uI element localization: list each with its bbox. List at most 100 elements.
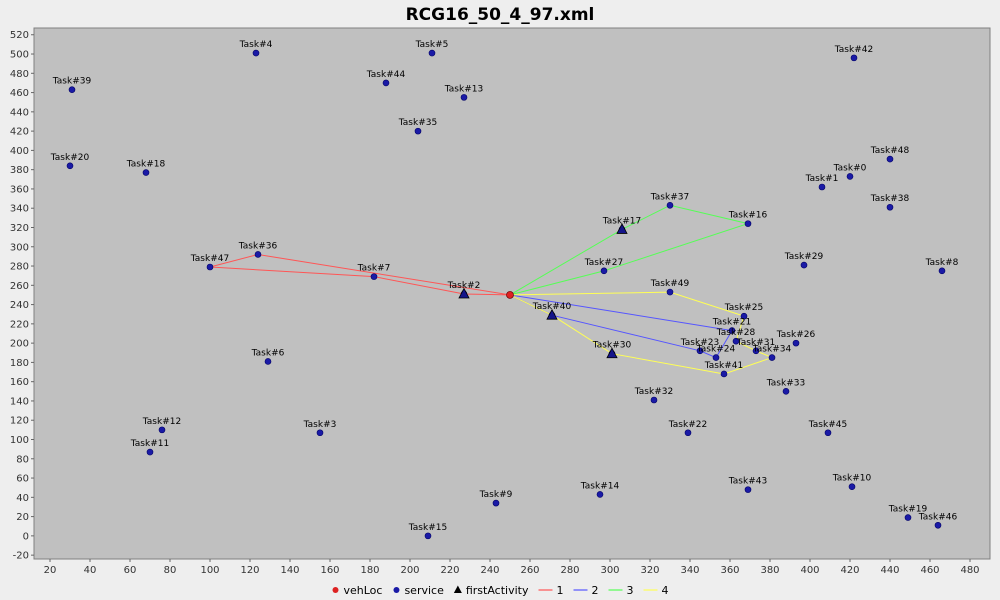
- task-label: Task#49: [650, 279, 690, 289]
- task-label: Task#39: [52, 77, 92, 87]
- task-label: Task#11: [130, 439, 169, 449]
- service-point: [740, 312, 748, 320]
- service-point: [650, 396, 658, 404]
- x-tick-label: 200: [400, 565, 419, 576]
- x-tick-label: 340: [680, 565, 699, 576]
- legend-marker-firstActivity: [453, 585, 462, 593]
- task-label: Task#17: [602, 216, 641, 226]
- service-point: [596, 491, 604, 498]
- service-point: [666, 288, 674, 296]
- service-point: [264, 358, 272, 365]
- task-label: Task#22: [668, 420, 707, 430]
- task-label: Task#32: [634, 387, 673, 397]
- task-label: Task#13: [444, 84, 483, 94]
- x-tick-label: 480: [960, 565, 979, 576]
- service-point: [744, 486, 752, 493]
- service-point: [886, 155, 894, 163]
- y-tick-label: 160: [10, 377, 29, 388]
- task-label: Task#3: [303, 420, 337, 430]
- service-point: [848, 483, 856, 491]
- service-point: [68, 86, 76, 93]
- service-point: [424, 532, 432, 540]
- x-tick-label: 380: [760, 565, 779, 576]
- task-label: Task#10: [832, 474, 872, 484]
- chart-title: RCG16_50_4_97.xml: [406, 5, 595, 25]
- y-tick-label: 80: [16, 454, 29, 465]
- y-tick-label: 360: [10, 184, 29, 195]
- service-point: [370, 273, 378, 280]
- y-tick-label: 140: [10, 396, 29, 407]
- x-tick-label: 240: [480, 565, 499, 576]
- x-tick-label: 120: [240, 565, 259, 576]
- y-tick-label: 340: [10, 204, 29, 215]
- service-point: [666, 202, 674, 209]
- service-point: [414, 127, 422, 135]
- service-point: [252, 49, 260, 57]
- task-label: Task#6: [251, 348, 285, 358]
- service-point: [768, 354, 776, 361]
- y-tick-label: 20: [16, 512, 29, 523]
- task-label: Task#28: [716, 328, 756, 338]
- task-label: Task#41: [704, 361, 743, 371]
- y-tick-label: 320: [10, 223, 29, 234]
- service-point: [824, 429, 832, 437]
- first-activity-marker: [606, 347, 618, 359]
- task-label: Task#12: [142, 417, 181, 427]
- x-tick-label: 60: [124, 565, 137, 576]
- x-tick-label: 440: [880, 565, 899, 576]
- legend-label: 3: [627, 584, 634, 597]
- service-point: [158, 426, 166, 434]
- x-tick-label: 400: [800, 565, 819, 576]
- first-activities-layer: [458, 223, 628, 359]
- service-point: [752, 347, 760, 355]
- service-point: [904, 514, 912, 521]
- service-point: [846, 173, 854, 180]
- y-tick-label: 400: [10, 146, 29, 157]
- task-label: Task#31: [736, 338, 775, 348]
- x-tick-label: 220: [440, 565, 459, 576]
- task-label: Task#16: [728, 211, 768, 221]
- task-label: Task#40: [532, 302, 572, 312]
- task-label: Task#37: [650, 192, 689, 202]
- y-tick-label: 440: [10, 107, 29, 118]
- routes-layer: [209, 204, 774, 375]
- legend: vehLoc service firstActivity 1 2 3 4: [332, 584, 669, 597]
- task-label: Task#45: [808, 420, 847, 430]
- service-point: [744, 220, 752, 227]
- task-label: Task#42: [834, 45, 873, 55]
- task-label: Task#19: [888, 505, 928, 515]
- y-tick-label: 380: [10, 165, 29, 176]
- y-tick-label: 280: [10, 262, 29, 273]
- route-4-line: [509, 291, 774, 375]
- y-tick-label: 40: [16, 493, 29, 504]
- x-tick-label: 40: [84, 565, 97, 576]
- x-tick-label: 460: [920, 565, 939, 576]
- service-point: [382, 79, 390, 87]
- service-point: [720, 370, 728, 378]
- y-tick-label: 480: [10, 69, 29, 80]
- task-label: Task#36: [238, 241, 278, 251]
- service-point: [792, 339, 800, 347]
- task-label: Task#15: [408, 523, 447, 533]
- service-point: [712, 354, 720, 361]
- legend-label: 2: [592, 584, 599, 597]
- service-point: [938, 267, 946, 275]
- service-point: [684, 429, 692, 437]
- legend-marker-service: [393, 587, 400, 593]
- y-tick-label: 100: [10, 435, 29, 446]
- legend-label: service: [404, 584, 444, 597]
- y-tick-label: 520: [10, 30, 29, 41]
- y-axis: -20 0 20 40 60 80 100 120 140 160 180 200 220 240 260 2…: [10, 30, 34, 562]
- y-tick-label: 500: [10, 50, 29, 61]
- task-label: Task#35: [398, 118, 437, 128]
- task-label: Task#18: [126, 160, 166, 170]
- service-point: [934, 521, 942, 529]
- legend-label: 1: [557, 584, 564, 597]
- task-label: Task#20: [50, 153, 90, 163]
- x-tick-label: 320: [640, 565, 659, 576]
- x-tick-label: 260: [520, 565, 539, 576]
- tasks-layer: Task#4 Task#5 Task#42 Task#39 Task#44 Task#13…: [50, 40, 959, 540]
- service-point: [850, 54, 858, 62]
- task-label: Task#21: [712, 318, 751, 328]
